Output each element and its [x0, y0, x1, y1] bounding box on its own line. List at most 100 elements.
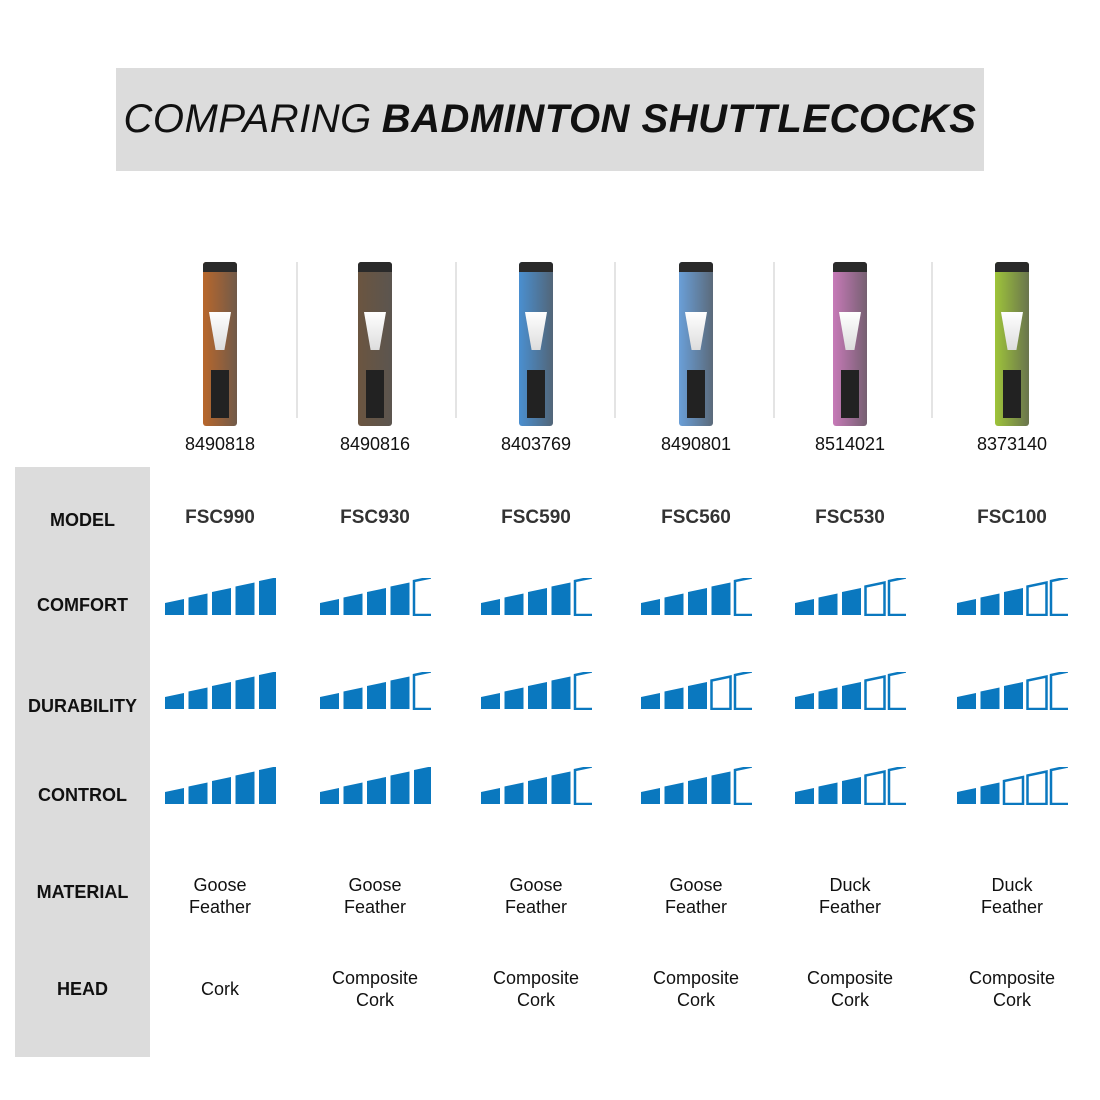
comfort-rating: [320, 578, 431, 616]
product-head: Composite Cork: [937, 967, 1087, 1011]
product-sku: 8514021: [814, 434, 886, 454]
rating-segment-filled: [795, 788, 814, 804]
rating-segment-filled: [414, 767, 431, 804]
rating-segment-empty: [573, 672, 592, 710]
product-material: Goose Feather: [461, 874, 611, 918]
rating-segment-empty: [887, 578, 906, 616]
rating-segment-empty: [1049, 767, 1068, 805]
column-divider: [296, 262, 298, 418]
tube-cap: [833, 262, 867, 272]
product-model: FSC990: [185, 507, 255, 528]
product-model: FSC560: [661, 507, 731, 528]
rating-segment-filled: [818, 782, 838, 804]
rating-segment-filled: [688, 588, 707, 615]
rating-segment-filled: [481, 788, 500, 804]
rating-segment-filled: [343, 687, 363, 709]
rating-segment-empty: [887, 767, 906, 805]
rating-segment-empty: [710, 674, 732, 710]
rating-segment-filled: [641, 599, 660, 615]
tube-cap: [679, 262, 713, 272]
rating-segment-filled: [980, 593, 1000, 615]
product-sku: 8490816: [339, 434, 411, 454]
shuttlecock-icon: [209, 312, 231, 350]
rating-segment-filled: [188, 593, 208, 615]
rating-segment-filled: [367, 588, 386, 615]
product-tube-image: [203, 262, 237, 426]
durability-rating: [165, 672, 276, 709]
column-divider: [614, 262, 616, 418]
rating-segment-filled: [711, 582, 731, 615]
head-line: Composite: [331, 968, 419, 988]
comfort-rating: [957, 578, 1068, 616]
tube-label: [527, 370, 545, 418]
rating-segment-filled: [1004, 588, 1023, 615]
product-tube-image: [358, 262, 392, 426]
rating-segment-empty: [412, 672, 431, 710]
material-line: Duck: [829, 875, 871, 895]
product-model: FSC590: [501, 507, 571, 528]
product-material: Goose Feather: [300, 874, 450, 918]
comfort-rating: [165, 578, 276, 615]
material-line: Feather: [343, 897, 407, 917]
rating-segment-filled: [343, 782, 363, 804]
rating-segment-empty: [1002, 775, 1025, 805]
row-label-control: CONTROL: [38, 785, 127, 805]
head-line: Cork: [355, 990, 394, 1010]
rating-segment-filled: [818, 593, 838, 615]
comfort-rating: [795, 578, 906, 616]
head-line: Cork: [516, 990, 555, 1010]
column-divider: [455, 262, 457, 418]
material-line: Goose: [669, 875, 723, 895]
row-label-durability: DURABILITY: [28, 696, 137, 716]
durability-rating: [320, 672, 431, 710]
rating-segment-filled: [212, 777, 231, 804]
material-line: Goose: [348, 875, 402, 895]
rating-segment-filled: [259, 672, 276, 709]
rating-segment-filled: [481, 599, 500, 615]
rating-segment-empty: [733, 767, 752, 805]
tube-cap: [995, 262, 1029, 272]
control-rating: [165, 767, 276, 804]
material-line: Feather: [818, 897, 882, 917]
rating-segment-empty: [573, 578, 592, 616]
rating-segment-filled: [390, 582, 410, 615]
shuttlecock-icon: [364, 312, 386, 350]
rating-segment-filled: [188, 687, 208, 709]
rating-segment-filled: [212, 588, 231, 615]
rating-segment-filled: [641, 693, 660, 709]
row-label-comfort: COMFORT: [37, 595, 128, 615]
product-tube-image: [995, 262, 1029, 426]
shuttlecock-icon: [685, 312, 707, 350]
rating-segment-filled: [235, 582, 255, 615]
control-rating: [641, 767, 752, 805]
product-tube-image: [679, 262, 713, 426]
column-divider: [931, 262, 933, 418]
rating-segment-filled: [842, 682, 861, 709]
head-line: Composite: [968, 968, 1056, 988]
rating-segment-empty: [864, 769, 886, 805]
rating-segment-empty: [1049, 578, 1068, 616]
tube-label: [211, 370, 229, 418]
rating-segment-filled: [795, 693, 814, 709]
rating-segment-filled: [320, 693, 339, 709]
rating-segment-filled: [641, 788, 660, 804]
material-line: Feather: [980, 897, 1044, 917]
rating-segment-empty: [573, 767, 592, 805]
rating-segment-filled: [212, 682, 231, 709]
control-rating: [795, 767, 906, 805]
rating-segment-empty: [412, 578, 431, 616]
product-model: FSC100: [977, 507, 1047, 528]
head-line: Composite: [652, 968, 740, 988]
durability-rating: [481, 672, 592, 710]
product-sku: 8373140: [976, 434, 1048, 454]
rating-segment-filled: [188, 782, 208, 804]
rating-segment-filled: [664, 593, 684, 615]
tube-label: [1003, 370, 1021, 418]
head-line: Cork: [676, 990, 715, 1010]
product-head: Composite Cork: [775, 967, 925, 1011]
rating-segment-filled: [551, 771, 571, 804]
title-light: COMPARING: [123, 97, 372, 141]
rating-segment-filled: [551, 676, 571, 709]
rating-segment-empty: [1049, 672, 1068, 710]
tube-label: [841, 370, 859, 418]
